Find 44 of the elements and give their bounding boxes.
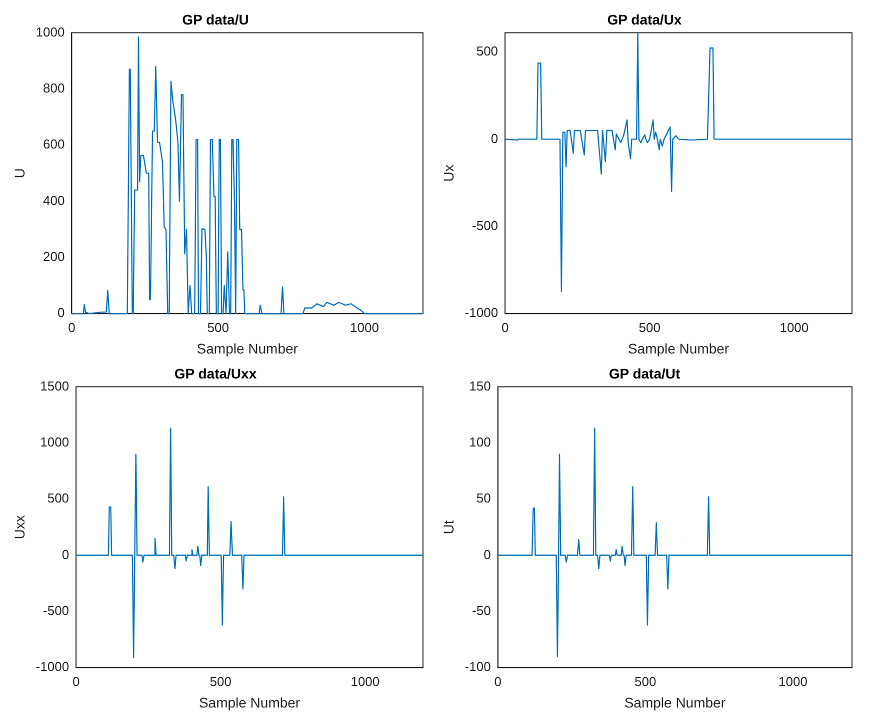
y-axis-title: Ut bbox=[440, 520, 456, 534]
y-tick-label: 600 bbox=[43, 136, 65, 152]
x-tick-label: 0 bbox=[72, 674, 80, 689]
x-tick-label: 500 bbox=[207, 320, 229, 335]
x-axis-title: Sample Number bbox=[624, 694, 726, 710]
y-axis-title: Uxx bbox=[11, 515, 28, 540]
y-tick-label: 200 bbox=[43, 249, 65, 264]
chart-title: GP data/Uxx bbox=[174, 365, 257, 382]
y-axis-title: U bbox=[11, 168, 28, 178]
x-tick-label: 0 bbox=[501, 320, 509, 335]
y-tick-label: -100 bbox=[464, 659, 491, 674]
y-tick-label: -50 bbox=[472, 603, 491, 618]
y-tick-label: -500 bbox=[43, 603, 70, 618]
y-tick-label: 50 bbox=[476, 490, 491, 506]
y-tick-label: 0 bbox=[62, 546, 70, 562]
y-tick-label: 1000 bbox=[36, 24, 65, 40]
x-tick-label: 1000 bbox=[778, 674, 808, 689]
x-tick-label: 500 bbox=[210, 674, 232, 689]
x-tick-label: 500 bbox=[638, 320, 660, 335]
chart-title: GP data/Ux bbox=[607, 11, 682, 28]
y-tick-label: -1000 bbox=[36, 659, 70, 674]
y-tick-label: 1000 bbox=[40, 434, 70, 450]
chart-title: GP data/Ut bbox=[608, 365, 680, 382]
chart-title: GP data/U bbox=[182, 11, 249, 28]
y-tick-label: 800 bbox=[43, 80, 65, 96]
y-tick-label: 400 bbox=[43, 192, 65, 208]
x-axis-title: Sample Number bbox=[196, 340, 298, 356]
y-tick-label: -500 bbox=[472, 218, 498, 233]
y-tick-label: -1000 bbox=[464, 305, 498, 320]
y-tick-label: 0 bbox=[484, 546, 491, 562]
x-axis-title: Sample Number bbox=[198, 694, 300, 710]
x-tick-label: 1000 bbox=[350, 674, 380, 689]
y-tick-label: 1500 bbox=[40, 378, 70, 394]
y-tick-label: 100 bbox=[469, 434, 491, 450]
y-tick-label: 150 bbox=[469, 378, 491, 394]
y-tick-label: 500 bbox=[47, 490, 70, 506]
x-tick-label: 500 bbox=[634, 674, 656, 689]
y-tick-label: 0 bbox=[490, 130, 498, 146]
y-tick-label: 500 bbox=[476, 44, 498, 59]
y-axis-title: Ux bbox=[440, 164, 456, 182]
x-tick-label: 1000 bbox=[350, 320, 379, 335]
x-axis-title: Sample Number bbox=[628, 340, 730, 356]
x-tick-label: 1000 bbox=[780, 320, 809, 335]
y-tick-label: 0 bbox=[57, 305, 65, 320]
